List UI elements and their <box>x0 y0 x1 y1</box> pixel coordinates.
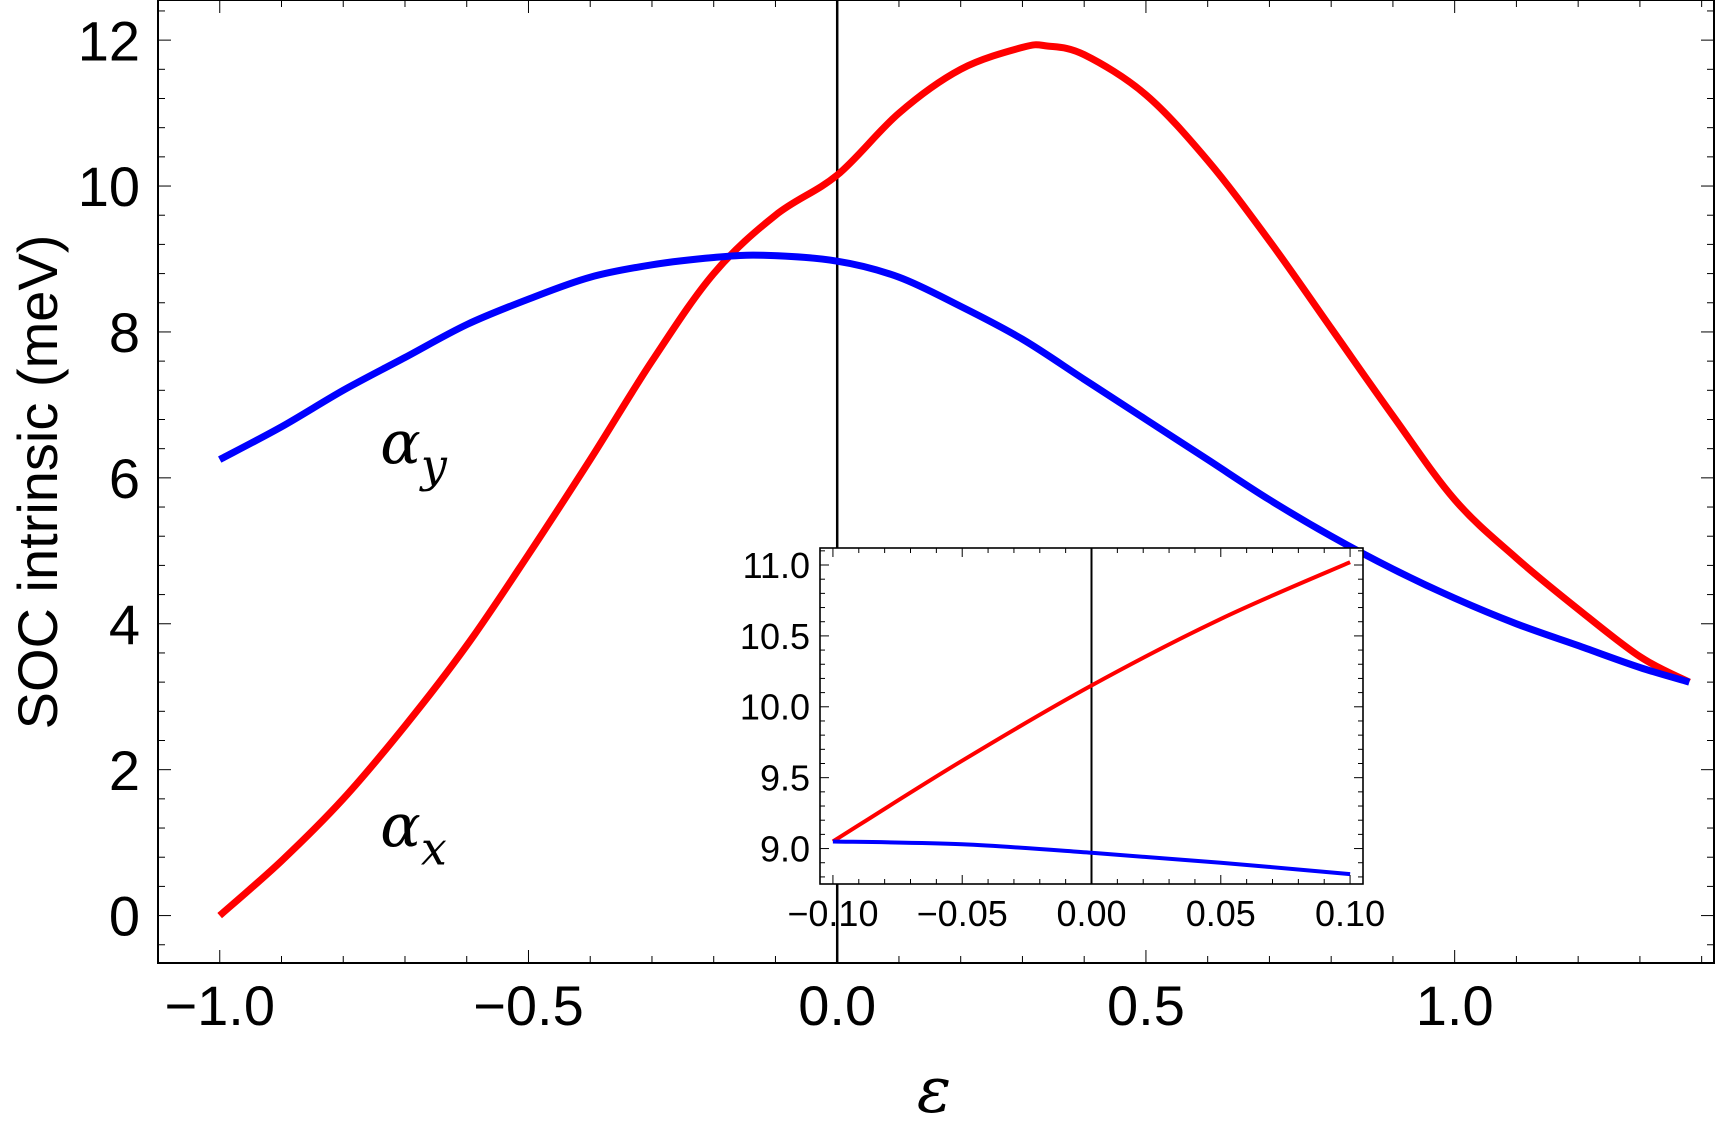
x-tick-label: 0.5 <box>1107 974 1185 1037</box>
series-line-inset-1 <box>832 839 1351 877</box>
y-tick-label: 12 <box>78 9 140 72</box>
x-tick-label: −0.05 <box>917 893 1008 934</box>
y-tick-label: 4 <box>109 593 140 656</box>
x-tick-label: 0.0 <box>798 974 876 1037</box>
y-tick-label: 2 <box>109 739 140 802</box>
x-tick-label: 0.05 <box>1186 893 1256 934</box>
x-tick-label: 0.10 <box>1315 893 1385 934</box>
y-tick-label: 10.5 <box>740 616 810 657</box>
y-tick-label: 6 <box>109 447 140 510</box>
x-tick-label: −0.10 <box>787 893 878 934</box>
y-tick-label: 8 <box>109 301 140 364</box>
series-line-inset-0 <box>831 560 1351 844</box>
y-tick-label: 10 <box>78 155 140 218</box>
series-line-alpha-y <box>218 251 1691 686</box>
y-tick-label: 9.0 <box>760 829 810 870</box>
x-tick-label: −1.0 <box>164 974 275 1037</box>
x-tick-label: −0.5 <box>473 974 584 1037</box>
series-annotation-x: αx <box>380 791 447 875</box>
annotation-subscript: y <box>419 438 448 492</box>
y-tick-label: 9.5 <box>760 758 810 799</box>
y-tick-label: 11.0 <box>743 545 810 586</box>
annotation-subscript: x <box>421 821 447 875</box>
main-plot-ticks <box>157 0 1714 963</box>
x-axis-title: ε <box>917 1054 951 1125</box>
x-tick-label: 0.00 <box>1056 893 1126 934</box>
y-axis-title: SOC intrinsic (meV) <box>6 235 69 730</box>
inset-plot-ticks <box>820 548 1363 884</box>
annotation-symbol: α <box>380 791 421 861</box>
series-annotation-y: αy <box>380 408 448 492</box>
inset-plot: −0.10 −0.05 0.00 0.05 0.10 9.0 9.5 10.0 10.5 11.0 <box>740 545 1385 934</box>
y-tick-label: 10.0 <box>740 687 810 728</box>
series-line-alpha-x <box>217 41 1691 919</box>
x-tick-label: 1.0 <box>1416 974 1494 1037</box>
y-tick-label: 0 <box>109 885 140 948</box>
annotation-symbol: α <box>380 408 421 478</box>
